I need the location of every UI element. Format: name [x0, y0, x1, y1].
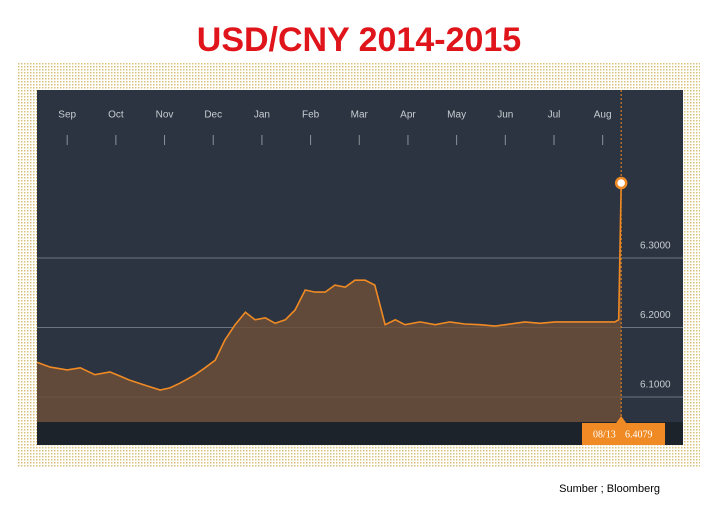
- x-tick-label: Aug: [594, 110, 612, 121]
- end-value-label: 6.4079: [625, 429, 653, 440]
- end-label-box: [582, 423, 665, 445]
- line: [36, 182, 622, 391]
- y-tick-label: 6.3000: [640, 241, 671, 252]
- y-tick-label: 6.1000: [640, 380, 671, 391]
- end-date-label: 08/13: [593, 429, 616, 440]
- slide-title: USD/CNY 2014-2015: [197, 21, 521, 59]
- bottom-band: [37, 422, 683, 445]
- plot: 6.1000 6.2000 6.3000 Sep Oct Nov Dec Jan Feb Mar A…: [36, 90, 683, 445]
- source: Sumber ; Bloomberg: [559, 483, 660, 495]
- x-tick-label: Apr: [400, 110, 416, 121]
- x-tick-label: Oct: [108, 110, 124, 121]
- x-tick-label: Jul: [548, 110, 561, 121]
- x-tick-label: Jun: [497, 110, 513, 121]
- x-tick-label: Dec: [204, 110, 222, 121]
- end-label-pointer: [616, 416, 627, 423]
- y-tick-label: 6.2000: [640, 310, 671, 321]
- x-tick-label: Mar: [351, 110, 369, 121]
- x-tick-label: Nov: [156, 110, 174, 121]
- line-area: [37, 183, 622, 422]
- x-tick-label: Feb: [302, 110, 320, 121]
- end-point: [614, 176, 628, 190]
- x-tick-label: May: [447, 110, 466, 121]
- x-tick-label: Jan: [254, 110, 270, 121]
- x-tick-label: Sep: [58, 110, 76, 121]
